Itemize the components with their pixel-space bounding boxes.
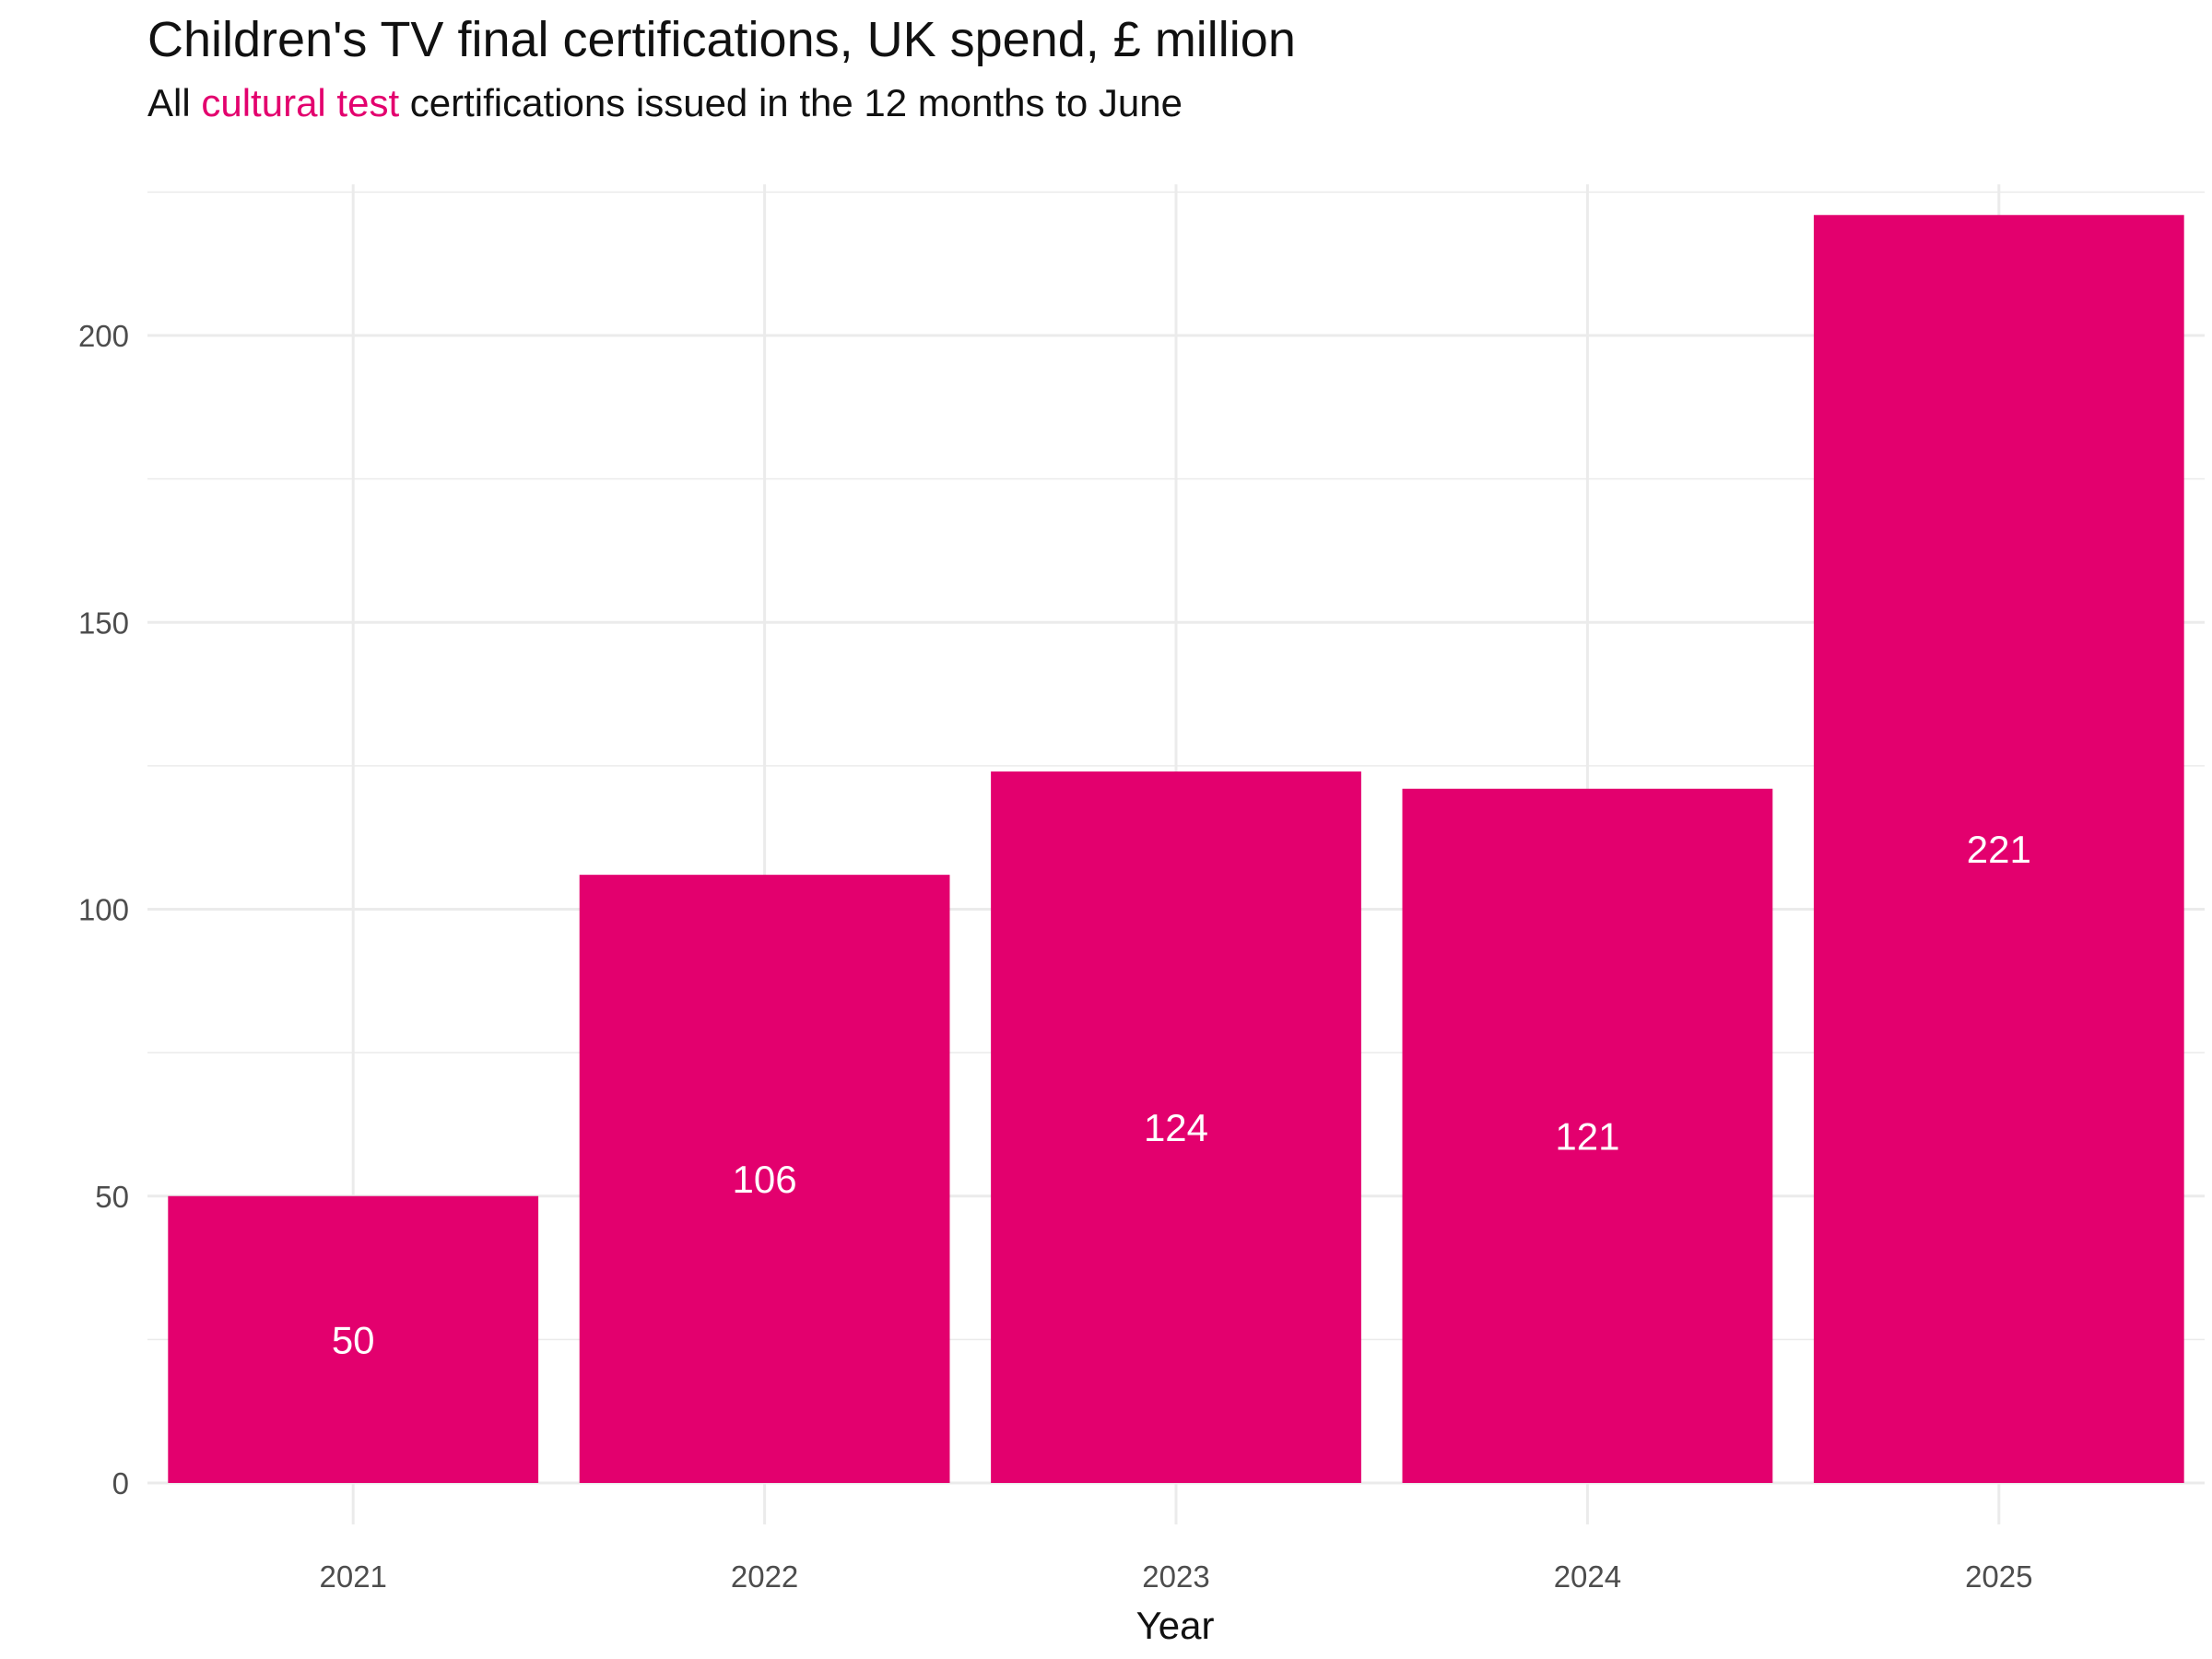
axes: 0 50 100 150 200 2021 2022 2023 2024 2025 [78, 319, 2033, 1594]
y-tick-label: 0 [112, 1466, 129, 1500]
data-label-2022: 106 [733, 1158, 797, 1201]
data-labels: 50 106 124 121 221 [332, 828, 2031, 1361]
y-tick-label: 50 [95, 1180, 129, 1214]
x-axis-title: Year [1136, 1604, 1215, 1647]
bar-2023 [991, 771, 1361, 1483]
data-label-2024: 121 [1555, 1114, 1619, 1158]
x-tick-label: 2023 [1142, 1559, 1209, 1594]
chart-subtitle: All cultural test certifications issued … [147, 81, 1182, 125]
x-tick-label: 2024 [1554, 1559, 1621, 1594]
y-tick-label: 150 [78, 606, 129, 640]
y-tick-label: 200 [78, 319, 129, 353]
y-tick-label: 100 [78, 893, 129, 927]
subtitle-prefix: All [147, 81, 202, 124]
bar-2025 [1813, 215, 2184, 1483]
chart-title: Children's TV final certifications, UK s… [147, 12, 1296, 67]
bar-2024 [1402, 788, 1773, 1483]
subtitle-highlight: cultural test [201, 81, 400, 124]
bar-2022 [579, 875, 950, 1483]
bars [168, 215, 2184, 1483]
subtitle-suffix: certifications issued in the 12 months t… [399, 81, 1182, 124]
data-label-2021: 50 [332, 1318, 375, 1361]
bar-2021 [168, 1195, 539, 1483]
x-tick-label: 2022 [731, 1559, 798, 1594]
x-tick-label: 2025 [1965, 1559, 2032, 1594]
x-tick-label: 2021 [319, 1559, 386, 1594]
data-label-2023: 124 [1144, 1106, 1208, 1149]
data-label-2025: 221 [1967, 828, 2031, 871]
